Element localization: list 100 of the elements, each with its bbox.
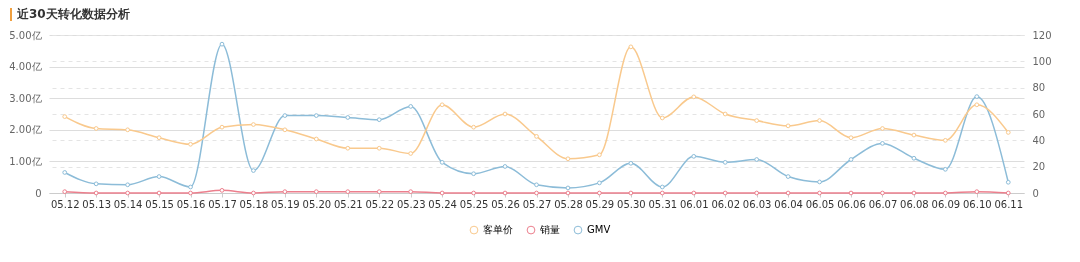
x-tick-label: 05.29 — [585, 198, 615, 210]
y-tick-label: 0 — [35, 187, 42, 199]
point — [345, 189, 351, 195]
x-tick-label: 06.07 — [868, 198, 898, 210]
x-tick-label: 05.21 — [333, 198, 363, 210]
point — [188, 141, 193, 147]
point — [722, 111, 728, 117]
point — [880, 141, 885, 146]
point — [345, 115, 351, 120]
point — [156, 135, 162, 141]
point — [754, 157, 760, 162]
legend-label: 销量 — [539, 224, 560, 236]
point — [125, 182, 130, 188]
point — [565, 185, 571, 191]
point — [659, 115, 665, 121]
x-tick-label: 06.04 — [774, 198, 803, 210]
x-tick-label: 05.28 — [554, 198, 583, 210]
x-tick-label: 05.25 — [459, 198, 489, 210]
y-tick-label: 2.00亿 — [9, 124, 42, 136]
y-tick-label: 1.00亿 — [9, 155, 42, 167]
x-tick-label: 06.10 — [963, 198, 992, 210]
point — [439, 102, 445, 108]
y2-tick-label: 40 — [1032, 134, 1046, 146]
point — [597, 180, 602, 186]
point — [376, 117, 382, 123]
point — [471, 124, 476, 130]
point — [1005, 130, 1011, 135]
point — [345, 145, 351, 151]
x-tick-label: 06.01 — [679, 198, 709, 210]
point — [282, 127, 288, 133]
point — [219, 188, 225, 193]
x-tick-label: 05.15 — [145, 198, 174, 210]
point — [376, 189, 382, 195]
x-tick-label: 06.05 — [805, 198, 835, 210]
y-tick-label: 4.00亿 — [9, 61, 42, 73]
point — [62, 170, 68, 175]
y2-tick-label: 100 — [1032, 55, 1052, 67]
point — [628, 44, 634, 50]
x-tick-label: 05.14 — [113, 198, 143, 210]
x-tick-label: 05.30 — [617, 198, 646, 210]
y2-tick-label: 60 — [1032, 108, 1046, 120]
x-tick-label: 06.03 — [742, 198, 772, 210]
point — [502, 164, 508, 169]
point — [974, 102, 980, 108]
point — [408, 189, 414, 195]
point — [848, 135, 854, 141]
x-tick-label: 05.13 — [82, 198, 111, 210]
point — [628, 160, 634, 166]
x-tick-label: 06.09 — [931, 198, 961, 210]
legend-label: 客单价 — [483, 224, 513, 236]
x-tick-label: 06.06 — [837, 198, 866, 210]
point — [974, 189, 980, 195]
point — [911, 155, 917, 161]
point — [313, 189, 319, 195]
point — [93, 126, 99, 131]
point — [943, 137, 948, 143]
point — [251, 168, 256, 173]
y2-tick-label: 120 — [1032, 29, 1052, 41]
x-tick-label: 05.22 — [365, 198, 395, 210]
x-tick-label: 05.31 — [648, 198, 678, 210]
point — [219, 41, 225, 47]
point — [817, 118, 822, 123]
legend-label: GMV — [587, 224, 611, 236]
point — [880, 126, 885, 131]
point — [565, 156, 571, 162]
point — [691, 94, 697, 100]
y2-tick-label: 20 — [1032, 161, 1046, 173]
point — [62, 114, 68, 119]
x-tick-label: 05.18 — [239, 198, 269, 210]
point — [282, 113, 288, 118]
point — [282, 189, 288, 195]
point — [911, 132, 917, 138]
x-tick-label: 05.16 — [176, 198, 206, 210]
chart-title: 近30天转化数据分析 — [10, 7, 130, 21]
x-tick-label: 06.08 — [900, 198, 929, 210]
point — [313, 113, 319, 118]
point — [376, 145, 382, 151]
y-tick-label: 3.00亿 — [9, 92, 42, 104]
point — [848, 157, 854, 162]
point — [974, 94, 980, 99]
point — [785, 174, 791, 179]
point — [1005, 179, 1011, 185]
point — [534, 182, 539, 188]
x-tick-label: 05.12 — [50, 198, 80, 210]
point — [691, 153, 697, 159]
x-tick-label: 05.27 — [522, 198, 552, 210]
y2-tick-label: 80 — [1032, 82, 1046, 94]
point — [93, 181, 99, 187]
point — [439, 159, 445, 165]
point — [188, 184, 193, 190]
point — [943, 166, 948, 172]
point — [156, 174, 162, 179]
point — [754, 118, 760, 123]
point — [471, 171, 476, 177]
point — [313, 136, 319, 142]
point — [251, 122, 256, 127]
x-tick-label: 06.02 — [711, 198, 741, 210]
x-tick-label: 05.17 — [208, 198, 237, 210]
point — [597, 152, 602, 158]
y-tick-label: 5.00亿 — [9, 29, 42, 41]
